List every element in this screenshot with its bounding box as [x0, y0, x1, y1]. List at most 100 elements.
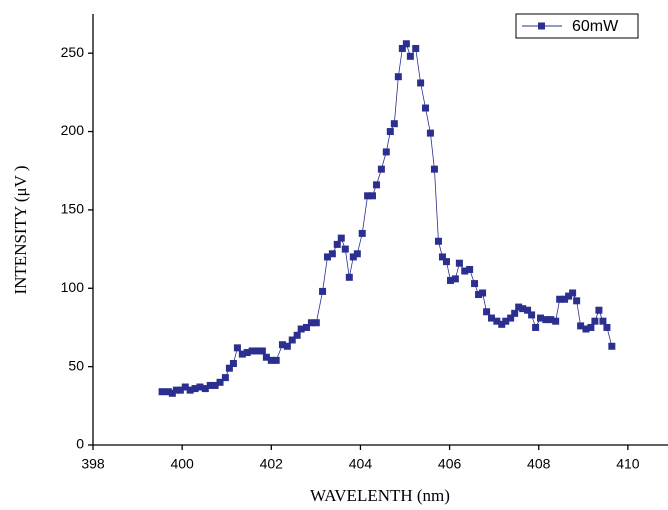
point	[426, 129, 434, 137]
point	[258, 347, 266, 355]
point	[547, 316, 555, 324]
point	[442, 258, 450, 266]
point	[394, 73, 402, 81]
point	[341, 245, 349, 253]
point	[206, 381, 214, 389]
point	[168, 389, 176, 397]
point	[532, 323, 540, 331]
point	[502, 317, 510, 325]
point	[577, 322, 585, 330]
point	[364, 192, 372, 200]
point	[248, 347, 256, 355]
point	[221, 374, 229, 382]
point	[561, 295, 569, 303]
point	[402, 40, 410, 48]
point	[446, 276, 454, 284]
x-tick-label: 398	[81, 456, 105, 472]
point	[333, 240, 341, 248]
point	[225, 364, 233, 372]
point	[455, 259, 463, 267]
point	[498, 320, 506, 328]
point	[158, 388, 166, 396]
point	[181, 383, 189, 391]
point	[172, 386, 180, 394]
y-tick-label: 50	[68, 357, 84, 373]
point	[278, 341, 286, 349]
point	[591, 317, 599, 325]
point	[542, 316, 550, 324]
point	[528, 311, 536, 319]
point	[507, 314, 515, 322]
point	[556, 295, 564, 303]
point	[386, 128, 394, 136]
point	[493, 317, 501, 325]
point	[483, 308, 491, 316]
point	[479, 289, 487, 297]
point	[412, 44, 420, 52]
point	[243, 349, 251, 357]
point	[238, 350, 246, 358]
point	[461, 267, 469, 275]
point	[267, 356, 275, 364]
point	[368, 192, 376, 200]
point	[382, 148, 390, 156]
point	[519, 305, 527, 313]
y-tick-label: 150	[61, 201, 85, 217]
point	[475, 291, 483, 299]
point	[573, 297, 581, 305]
point	[569, 289, 577, 297]
point	[398, 44, 406, 52]
series-line	[162, 42, 613, 394]
point	[233, 344, 241, 352]
point	[328, 250, 336, 258]
x-tick-label: 408	[527, 456, 551, 472]
point	[349, 253, 357, 261]
point	[377, 165, 385, 173]
point	[272, 356, 280, 364]
point	[358, 229, 366, 237]
point	[466, 265, 474, 273]
point	[430, 165, 438, 173]
point	[303, 323, 311, 331]
point	[390, 120, 398, 128]
point	[511, 309, 519, 317]
y-tick-label: 250	[61, 44, 85, 60]
point	[288, 336, 296, 344]
x-tick-label: 400	[170, 456, 194, 472]
x-tick-label: 404	[349, 456, 373, 472]
point	[211, 381, 219, 389]
point	[587, 323, 595, 331]
point	[599, 317, 607, 325]
x-axis-label: WAVELENTH (nm)	[310, 486, 450, 505]
legend-marker	[538, 22, 545, 30]
point	[552, 317, 560, 325]
point	[582, 325, 590, 333]
point	[417, 79, 425, 87]
point	[372, 181, 380, 189]
y-tick-label: 100	[61, 279, 85, 295]
point	[406, 52, 414, 60]
point	[164, 388, 172, 396]
y-tick-label: 200	[61, 122, 85, 138]
point	[537, 314, 545, 322]
point	[191, 385, 199, 393]
point	[253, 347, 261, 355]
point	[565, 292, 573, 300]
point	[307, 319, 315, 327]
x-tick-label: 406	[438, 456, 462, 472]
point	[515, 303, 523, 311]
point	[293, 331, 301, 339]
legend-label: 60mW	[572, 18, 619, 35]
point	[176, 386, 184, 394]
point	[595, 306, 603, 314]
point	[422, 104, 430, 112]
point	[451, 275, 459, 283]
point	[196, 383, 204, 391]
x-tick-label: 402	[260, 456, 284, 472]
point	[337, 234, 345, 242]
point	[262, 353, 270, 361]
point	[438, 253, 446, 261]
point	[603, 323, 611, 331]
